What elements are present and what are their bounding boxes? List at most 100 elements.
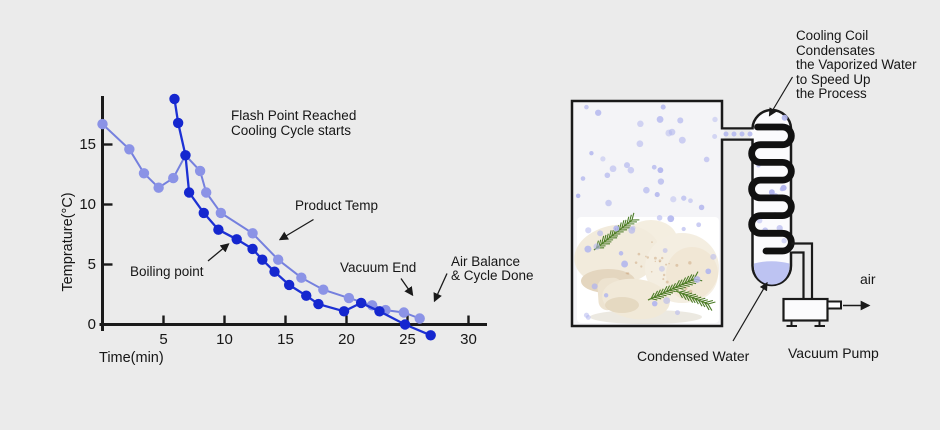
vacuum-end-arrow <box>400 278 414 297</box>
vapor-dot <box>710 253 717 260</box>
product-temp-point <box>194 165 206 177</box>
cooling-coil-pointer-arrow <box>768 76 794 117</box>
product-temp-point <box>318 284 329 295</box>
product-temp-point <box>272 254 284 265</box>
vapor-dot <box>705 268 712 275</box>
vapor-dot <box>662 248 668 253</box>
product-temp-point <box>296 272 307 283</box>
annotation-flash-line1: Flash Point Reached <box>231 108 357 123</box>
vapor-dot <box>651 300 658 307</box>
chamber-temp-point <box>231 234 242 245</box>
vapor-dot <box>643 186 650 194</box>
cooling-coil-label-line1: Cooling Coil <box>796 28 869 43</box>
vapor-dot <box>712 134 718 140</box>
cooling-coil-label: Cooling Coil Condensates the Vaporized W… <box>796 28 917 102</box>
product-temp-arrow <box>278 218 314 241</box>
x-tick-label: 20 <box>338 331 355 348</box>
chamber-temp-point <box>180 150 191 161</box>
vapor-dot <box>585 227 592 234</box>
vapor-dot <box>651 164 657 170</box>
cooling-coil-label-line5: the Process <box>796 86 867 101</box>
chamber-temp-point <box>355 297 367 309</box>
vapor-dot <box>600 156 606 162</box>
product-temp-point <box>168 172 179 184</box>
vapor-tube <box>721 127 754 141</box>
product-temp-point <box>97 118 108 130</box>
mushroom-cap-left <box>574 224 660 286</box>
chamber-temp-point <box>399 319 411 330</box>
vapor-dot <box>781 114 788 121</box>
vapor-dot <box>589 151 594 156</box>
vacuum-pump-label: Vacuum Pump <box>788 345 879 361</box>
product-temp-point <box>153 182 164 193</box>
vapor-dot <box>627 166 635 174</box>
product-temp-point <box>138 168 150 179</box>
chamber-temp-point <box>374 306 385 317</box>
chamber-temp-point <box>257 254 268 265</box>
vapor-dot <box>696 222 702 228</box>
vapor-dot <box>654 192 660 198</box>
vapor-dot <box>781 238 787 244</box>
pipe-to-pump <box>791 242 814 299</box>
vapor-dot <box>618 251 624 256</box>
product-temp-point <box>201 187 212 198</box>
vapor-dot <box>677 117 684 124</box>
vapor-dot <box>780 184 787 191</box>
y-tick-label: 15 <box>79 136 96 153</box>
chamber-temp-point <box>172 117 184 129</box>
vapor-dot <box>584 245 592 253</box>
vapor-dot <box>675 310 680 316</box>
chamber-temp-point <box>247 243 258 255</box>
annotation-air-balance-line1: Air Balance <box>451 254 521 269</box>
vapor-dot <box>663 297 671 305</box>
vapor-dot <box>604 172 611 179</box>
vapor-dot <box>723 131 729 137</box>
chamber-temp-point <box>269 266 280 277</box>
annotation-vacuum-end: Vacuum End <box>340 260 417 275</box>
vapor-dot <box>636 140 644 148</box>
vapor-dot <box>609 165 617 173</box>
product-temp-line <box>101 123 421 320</box>
x-tick-label: 10 <box>216 331 233 348</box>
vapor-dot <box>628 226 636 234</box>
temperature-chart <box>97 93 487 341</box>
vapor-dot <box>657 167 664 174</box>
vapor-dot <box>776 225 783 232</box>
annotation-flash-line2: Cooling Cycle starts <box>231 123 352 138</box>
y-tick-label: 10 <box>79 196 96 213</box>
chamber-temp-point <box>213 224 224 235</box>
condensed-water-label: Condensed Water <box>637 348 750 364</box>
cooling-coil-label-line4: to Speed Up <box>796 71 871 87</box>
air-label: air <box>860 271 876 287</box>
vapor-dot <box>712 116 718 123</box>
product-temp-point <box>398 307 410 318</box>
annotation-arrows <box>207 218 448 303</box>
vapor-dot <box>667 215 675 223</box>
boiling-point-arrow <box>207 243 230 262</box>
annotation-air-balance-line2: & Cycle Done <box>451 268 534 283</box>
product-temp-point <box>343 292 355 304</box>
tube-vapor-dots <box>723 131 753 137</box>
condensed-water-pointer-arrow <box>732 281 768 342</box>
condensed-water-fill <box>754 261 790 285</box>
cooling-coil-label-line3: the Vaporized Water <box>796 57 917 72</box>
vapor-dot <box>595 109 602 116</box>
process-diagram <box>570 76 871 342</box>
air-balance-arrow <box>433 273 448 303</box>
x-tick-label: 5 <box>159 331 168 348</box>
vapor-dot <box>591 283 598 290</box>
cooling-coil-label-line2: Condensates <box>796 42 875 58</box>
vapor-dot <box>637 120 644 128</box>
vapor-dot <box>681 226 686 232</box>
x-tick-label: 25 <box>399 331 416 348</box>
vapor-dot <box>670 196 677 203</box>
vapor-dot <box>665 129 673 137</box>
vapor-dot <box>678 136 686 144</box>
vapor-dot <box>656 215 663 221</box>
rosemary-sprigs <box>593 212 716 311</box>
annotation-flash-point: Flash Point Reached Cooling Cycle starts <box>231 108 356 138</box>
vapor-dot <box>768 189 775 196</box>
chamber-temp-point <box>313 298 324 310</box>
vapor-dots <box>575 104 718 320</box>
